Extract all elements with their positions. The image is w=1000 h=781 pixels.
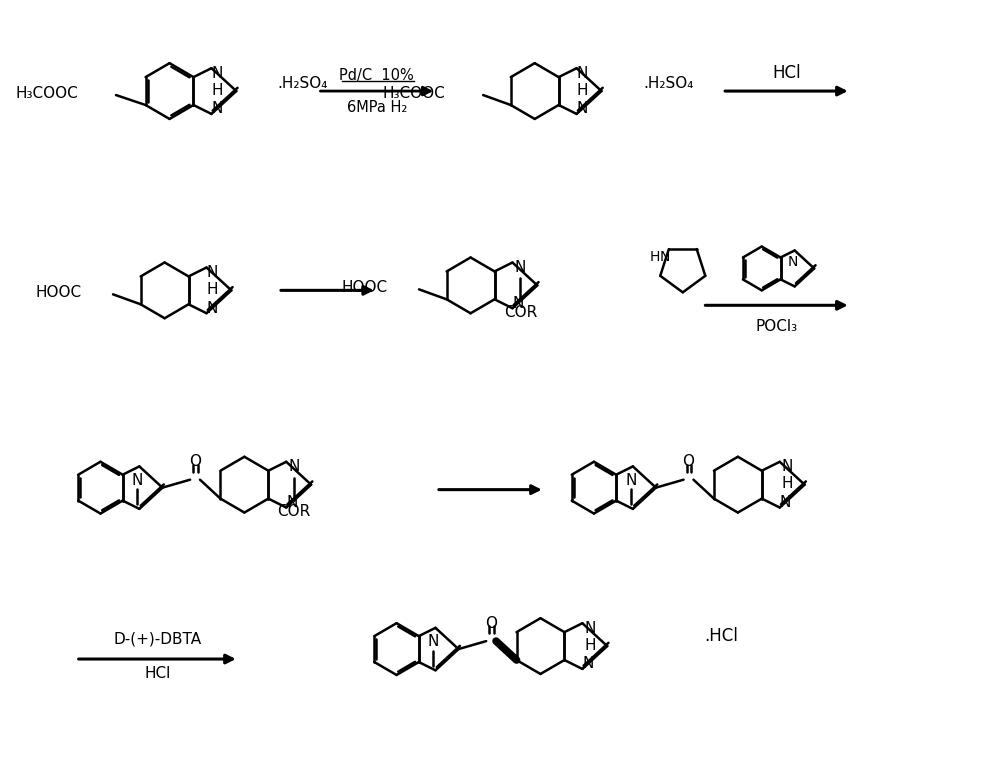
Text: N: N <box>207 265 218 280</box>
Text: D-(+)-DBTA: D-(+)-DBTA <box>114 632 202 647</box>
Text: N: N <box>132 473 143 488</box>
Text: N: N <box>288 459 300 474</box>
Text: H₃COOC: H₃COOC <box>383 86 446 101</box>
Text: H: H <box>650 250 660 264</box>
Text: HOOC: HOOC <box>35 285 81 300</box>
Text: N: N <box>782 459 793 474</box>
Text: COR: COR <box>504 305 537 319</box>
Text: .H₂SO₄: .H₂SO₄ <box>643 76 693 91</box>
Text: Pd/C  10%: Pd/C 10% <box>339 68 414 83</box>
Text: N: N <box>585 621 596 636</box>
Text: O: O <box>485 615 497 631</box>
Text: POCl₃: POCl₃ <box>755 319 798 333</box>
Text: N: N <box>583 657 594 672</box>
Text: N: N <box>207 301 218 316</box>
Text: N: N <box>515 260 526 275</box>
Text: O: O <box>189 455 201 469</box>
Text: N: N <box>212 102 223 116</box>
Text: N: N <box>513 296 524 311</box>
Text: O: O <box>683 455 695 469</box>
Text: H: H <box>212 83 223 98</box>
Text: HCl: HCl <box>145 666 171 682</box>
Text: N: N <box>212 66 223 80</box>
Text: H: H <box>585 637 596 653</box>
Text: N: N <box>780 495 791 510</box>
Text: H: H <box>207 282 218 297</box>
Text: HCl: HCl <box>772 64 801 82</box>
Text: N: N <box>787 255 798 269</box>
Text: .HCl: .HCl <box>704 627 738 645</box>
Text: N: N <box>577 102 588 116</box>
Text: 6MPa H₂: 6MPa H₂ <box>347 99 407 115</box>
Text: N: N <box>577 66 588 80</box>
Text: HOOC: HOOC <box>341 280 387 295</box>
Text: H₃COOC: H₃COOC <box>16 86 79 101</box>
Text: H: H <box>782 476 793 491</box>
Text: N: N <box>428 634 439 649</box>
Text: N: N <box>287 495 298 510</box>
Text: H: H <box>577 83 588 98</box>
Text: N: N <box>660 250 670 264</box>
Text: N: N <box>625 473 637 488</box>
Text: .H₂SO₄: .H₂SO₄ <box>278 76 328 91</box>
Text: COR: COR <box>278 504 311 519</box>
